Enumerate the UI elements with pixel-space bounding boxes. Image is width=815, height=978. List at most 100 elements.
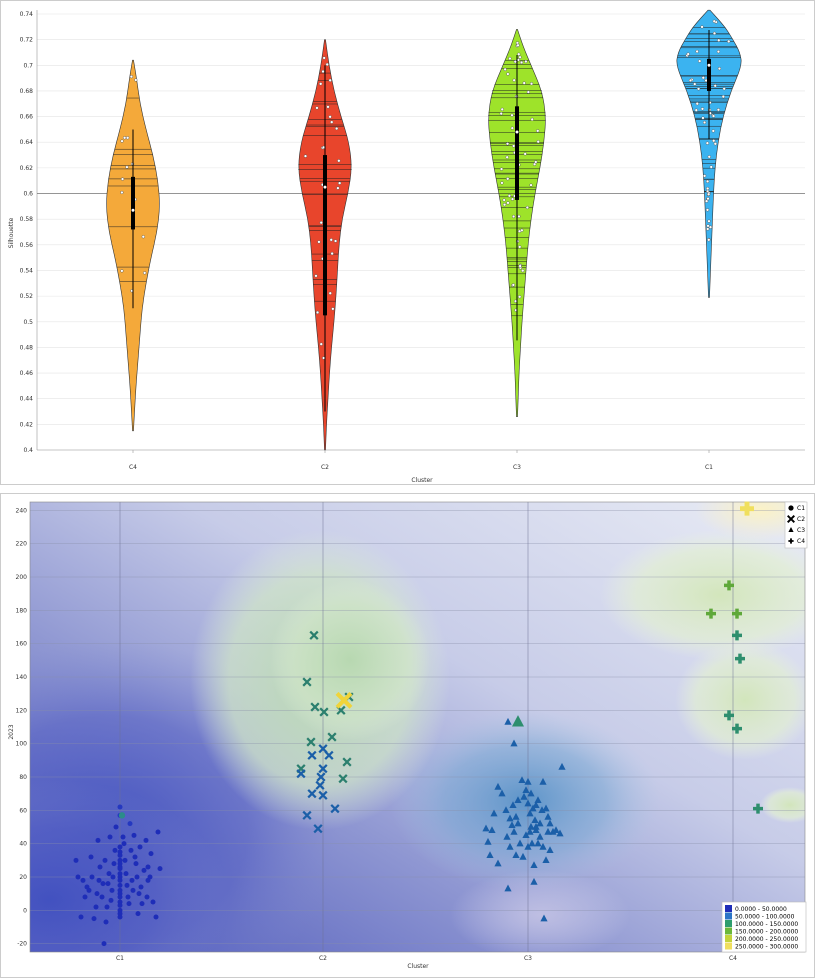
violin-sample-point <box>712 139 716 143</box>
violin-sample-point <box>693 82 697 86</box>
scatter-y-tick: 80 <box>19 774 27 781</box>
violin-y-tick-labels: 0.4 0.42 0.44 0.46 0.48 0.5 0.52 0.54 0.56 0.58 0.… <box>20 11 34 454</box>
color-legend-label: 200.0000 - 250.0000 <box>735 936 798 943</box>
scatter-x-tick-c3: C3 <box>524 955 532 962</box>
scatter-point <box>482 824 490 832</box>
scatter-point <box>506 842 514 850</box>
scatter-point <box>732 630 742 641</box>
scatter-point <box>512 812 520 820</box>
scatter-point <box>540 914 548 922</box>
scatter-point <box>78 914 84 920</box>
scatter-point <box>534 796 542 804</box>
violin-y-axis-label: Silhouette <box>8 217 15 248</box>
violin-y-tick: 0.72 <box>20 37 34 44</box>
violin-sample-point <box>510 197 515 201</box>
scatter-point <box>324 750 334 760</box>
scatter-point <box>309 630 319 640</box>
scatter-point <box>484 837 492 845</box>
scatter-point-highlight <box>740 501 754 516</box>
violin-sample-point <box>502 198 506 202</box>
scatter-point <box>494 859 502 867</box>
violin-sample-point <box>522 81 526 85</box>
scatter-point <box>542 804 550 812</box>
scatter-point <box>518 776 526 784</box>
violin-sample-point <box>500 181 504 185</box>
violin-sample-point <box>510 126 514 130</box>
violin-y-tick: 0.74 <box>20 11 34 18</box>
violin-sample-point <box>519 60 524 65</box>
scatter-point <box>136 891 142 897</box>
marker-legend-label-c2: C2 <box>797 516 805 523</box>
scatter-point <box>336 705 346 715</box>
scatter-point <box>97 864 103 870</box>
violin-median <box>323 185 327 189</box>
scatter-point <box>539 777 547 785</box>
scatter-point <box>117 877 123 883</box>
color-legend-label: 250.0000 - 300.0000 <box>735 944 798 951</box>
violin-sample-point <box>518 295 522 299</box>
violin-sample-point <box>536 129 540 133</box>
violin-sample-point <box>722 87 726 91</box>
scatter-point <box>117 882 123 888</box>
violin-sample-point <box>696 87 701 91</box>
violin-sample-point <box>712 31 717 35</box>
scatter-point <box>539 842 547 850</box>
violin-sample-point <box>705 179 710 183</box>
violin-sample-point <box>518 55 522 59</box>
color-legend-swatch <box>725 935 732 942</box>
scatter-point <box>108 897 114 903</box>
scatter-point <box>330 804 340 814</box>
violin-sample-point <box>120 139 124 143</box>
violin-sample-point <box>513 60 517 64</box>
scatter-plot-frame <box>29 501 806 953</box>
violin-y-tick: 0.46 <box>20 370 34 377</box>
violin-sample-point <box>502 203 507 207</box>
violin-sample-point <box>315 106 319 110</box>
color-legend-swatch <box>725 920 732 927</box>
violin-x-tick-c1: C1 <box>705 464 713 471</box>
violin-sample-point <box>529 82 534 86</box>
violin-sample-point <box>529 183 533 187</box>
color-legend-swatch <box>725 942 732 950</box>
scatter-point <box>296 769 306 779</box>
scatter-point <box>706 608 716 619</box>
scatter-y-tick: 20 <box>19 874 27 881</box>
scatter-y-tick: 200 <box>16 574 28 581</box>
violin-sample-point <box>505 142 510 146</box>
violin-sample-point <box>525 205 529 210</box>
scatter-point <box>117 914 123 920</box>
scatter-point <box>514 796 522 804</box>
scatter-point <box>552 826 560 834</box>
violin-sample-point <box>505 155 509 159</box>
violin-x-tick-labels: C4 C2 C3 C1 <box>129 450 713 471</box>
violin-x-axis-label: Cluster <box>411 477 433 484</box>
violin-sample-point <box>716 50 721 54</box>
violin-sample-point <box>706 197 710 201</box>
scatter-point <box>111 861 117 867</box>
scatter-point <box>99 894 105 900</box>
violin-y-tick: 0.56 <box>20 242 34 249</box>
scatter-point <box>101 941 107 947</box>
violin-sample-point <box>512 78 516 82</box>
violin-sample-point <box>328 115 332 119</box>
scatter-y-tick: 140 <box>16 674 28 681</box>
scatter-point <box>145 864 151 870</box>
marker-legend-symbol-c3 <box>788 527 794 532</box>
scatter-point <box>91 916 97 922</box>
scatter-point <box>120 834 126 840</box>
marker-legend: C1 C2 C3 C4 <box>784 501 808 549</box>
scatter-point <box>117 894 123 900</box>
scatter-point <box>318 744 328 754</box>
violin-sample-point <box>705 141 709 145</box>
violin-shapes <box>106 9 742 451</box>
scatter-point <box>532 801 540 809</box>
violin-sample-point <box>129 75 133 79</box>
violin-sample-point <box>711 129 715 133</box>
violin-sample-point <box>328 78 332 82</box>
scatter-point <box>310 702 320 712</box>
violin-sample-point <box>686 52 690 56</box>
violin-sample-point <box>314 274 318 278</box>
violin-sample-point <box>141 235 145 239</box>
scatter-point <box>318 790 328 800</box>
